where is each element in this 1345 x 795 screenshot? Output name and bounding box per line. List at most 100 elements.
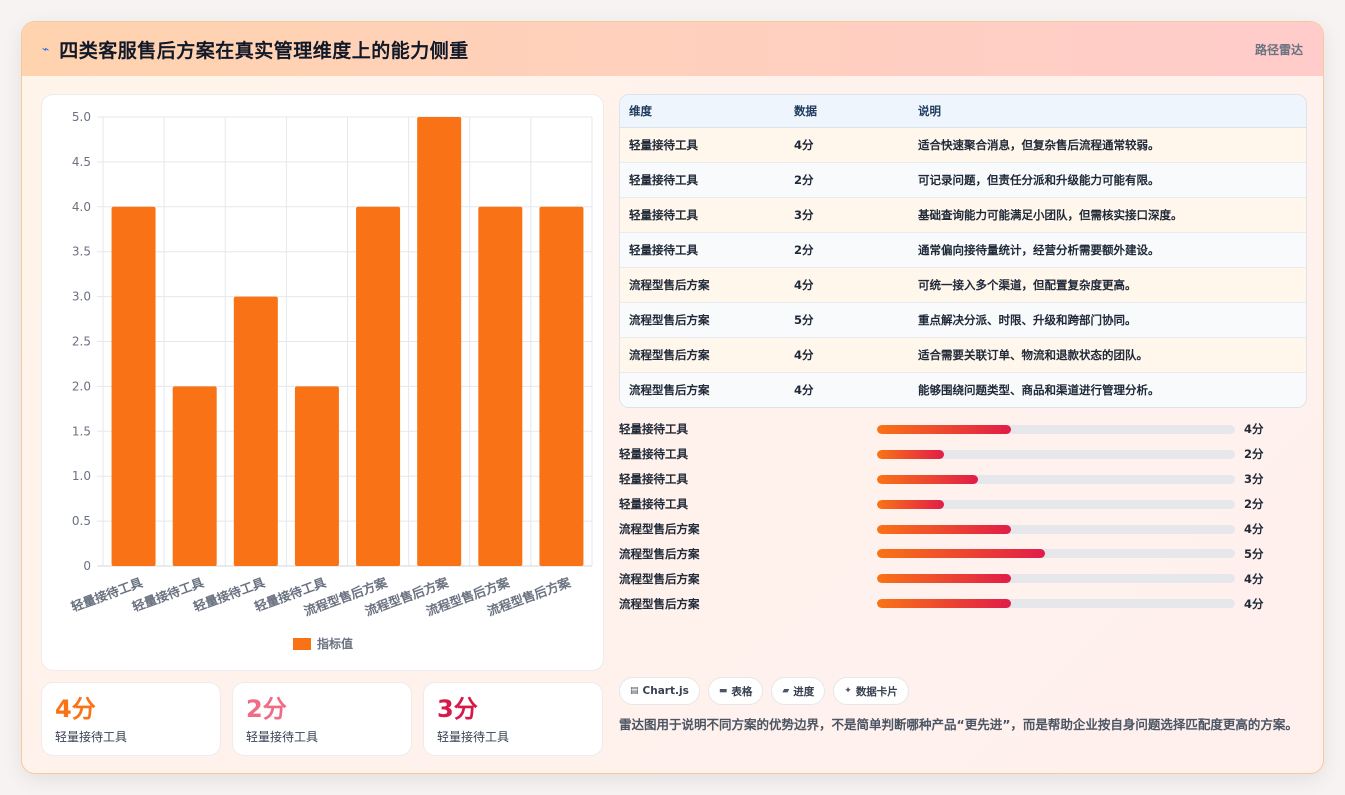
progress-label: 轻量接待工具 (619, 422, 688, 437)
tag-label: 数据卡片 (855, 685, 898, 698)
stat-card: 2分 轻量接待工具 (232, 682, 412, 756)
description-note: 雷达图用于说明不同方案的优势边界，不是简单判断哪种产品“更先进”，而是帮助企业按… (619, 717, 1298, 732)
progress-row: 轻量接待工具 4分 (619, 417, 1307, 442)
progress-row: 轻量接待工具 3分 (619, 467, 1307, 492)
stat-label: 轻量接待工具 (246, 730, 319, 744)
cell-data: 4分 (794, 137, 814, 152)
table-row: 轻量接待工具 4分 适合快速聚合消息，但复杂售后流程通常较弱。 (620, 127, 1306, 162)
tag-list: ▤ Chart.js ▬ 表格 ▰ 进度 ✦ 数据卡片 (619, 677, 909, 705)
bar-chart: 00.51.01.52.02.53.03.54.04.55.0轻量接待工具轻量接… (69, 110, 593, 651)
progress-value: 4分 (1244, 422, 1264, 437)
cell-data: 4分 (794, 277, 814, 292)
legend-label: 指标值 (317, 636, 353, 651)
header-bar: ⌁ 四类客服售后方案在真实管理维度上的能力侧重 路径雷达 (22, 22, 1323, 76)
y-tick-label: 4.0 (72, 200, 91, 214)
progress-label: 流程型售后方案 (619, 522, 700, 536)
cell-dimension: 轻量接待工具 (629, 137, 698, 152)
header-badge: 路径雷达 (1254, 42, 1303, 57)
cell-data: 2分 (794, 242, 814, 257)
cell-dimension: 流程型售后方案 (629, 347, 710, 362)
bar (478, 206, 523, 567)
cell-data: 5分 (794, 312, 814, 327)
cell-data: 4分 (794, 382, 814, 397)
stat-value: 4分 (55, 695, 96, 723)
progress-track (877, 549, 1235, 559)
progress-fill (877, 524, 1012, 534)
pulse-icon: ⌁ (42, 42, 50, 56)
card-icon: ✦ (844, 686, 852, 696)
cell-description: 可记录问题，但责任分派和升级能力可能有限。 (918, 172, 1160, 187)
bar (111, 206, 156, 567)
bar (356, 206, 401, 567)
bar (539, 206, 584, 567)
cell-description: 通常偏向接待量统计，经营分析需要额外建设。 (918, 242, 1160, 257)
data-table-panel: 维度 数据 说明 轻量接待工具 4分 适合快速聚合消息，但复杂售后流程通常较弱。 轻量… (619, 94, 1307, 408)
tag-chip[interactable]: ▬ 表格 (707, 677, 764, 705)
tag-chip[interactable]: ▤ Chart.js (619, 677, 700, 705)
progress-value: 3分 (1244, 472, 1264, 487)
bar (233, 296, 278, 566)
cell-description: 重点解决分派、时限、升级和跨部门协同。 (918, 312, 1137, 327)
progress-track (877, 524, 1235, 534)
table-header-description: 说明 (909, 95, 1306, 128)
cell-data: 2分 (794, 172, 814, 187)
progress-fill (877, 499, 945, 509)
progress-value: 4分 (1244, 571, 1264, 586)
tag-chip[interactable]: ✦ 数据卡片 (833, 677, 909, 705)
table-row: 轻量接待工具 2分 可记录问题，但责任分派和升级能力可能有限。 (620, 162, 1306, 197)
progress-row: 流程型售后方案 5分 (619, 541, 1307, 566)
progress-row: 流程型售后方案 4分 (619, 517, 1307, 542)
table-header-data: 数据 (785, 95, 909, 128)
progress-row: 轻量接待工具 2分 (619, 492, 1307, 517)
progress-fill (877, 449, 945, 459)
y-tick-label: 4.5 (72, 155, 91, 169)
progress-track (877, 574, 1235, 584)
page-title: 四类客服售后方案在真实管理维度上的能力侧重 (59, 39, 469, 62)
progress-fill (877, 599, 1012, 609)
progress-row: 流程型售后方案 4分 (619, 591, 1307, 616)
chart-icon: ▤ (630, 686, 639, 696)
table-row: 流程型售后方案 4分 能够围绕问题类型、商品和渠道进行管理分析。 (620, 372, 1306, 407)
table-header-dimension: 维度 (620, 95, 785, 128)
cell-data: 4分 (794, 347, 814, 362)
table-row: 流程型售后方案 4分 适合需要关联订单、物流和退款状态的团队。 (620, 337, 1306, 372)
data-table: 维度 数据 说明 轻量接待工具 4分 适合快速聚合消息，但复杂售后流程通常较弱。 轻量… (620, 95, 1306, 407)
y-tick-label: 5.0 (72, 110, 91, 124)
tag-label: 进度 (793, 685, 815, 698)
progress-label: 流程型售后方案 (619, 596, 700, 611)
cell-dimension: 流程型售后方案 (629, 277, 710, 292)
progress-fill (877, 474, 978, 484)
dashboard-card: ⌁ 四类客服售后方案在真实管理维度上的能力侧重 路径雷达 0 0.5 1.0 1.5 2… (21, 21, 1324, 774)
cell-description: 适合快速聚合消息，但复杂售后流程通常较弱。 (918, 137, 1160, 152)
progress-label: 流程型售后方案 (619, 571, 700, 586)
cell-description: 能够围绕问题类型、商品和渠道进行管理分析。 (918, 382, 1160, 397)
table-header-row: 维度 数据 说明 (620, 95, 1306, 128)
progress-track (877, 599, 1235, 609)
y-tick-label: 2.5 (72, 335, 91, 349)
progress-label: 轻量接待工具 (619, 497, 688, 512)
bar (294, 386, 339, 566)
cell-description: 可统一接入多个渠道，但配置复杂度更高。 (918, 277, 1137, 292)
y-tick-label: 2.0 (72, 379, 91, 393)
progress-fill (877, 424, 1012, 434)
progress-track (877, 499, 1235, 509)
cell-dimension: 流程型售后方案 (629, 312, 710, 327)
progress-value: 5分 (1244, 546, 1264, 561)
bar (172, 386, 217, 566)
progress-fill (877, 574, 1012, 584)
stat-card: 4分 轻量接待工具 (41, 682, 221, 756)
y-tick-label: 3.0 (72, 290, 91, 304)
progress-label: 轻量接待工具 (619, 472, 688, 487)
progress-fill (877, 549, 1045, 559)
y-tick-label: 3.5 (72, 245, 91, 259)
table-row: 轻量接待工具 2分 通常偏向接待量统计，经营分析需要额外建设。 (620, 232, 1306, 267)
table-icon: ▬ (718, 686, 728, 696)
stat-label: 轻量接待工具 (55, 730, 128, 744)
progress-value: 2分 (1244, 497, 1264, 512)
legend-swatch (293, 638, 311, 650)
tag-chip[interactable]: ▰ 进度 (771, 677, 826, 705)
cell-description: 基础查询能力可能满足小团队，但需核实接口深度。 (918, 207, 1183, 222)
stat-card: 3分 轻量接待工具 (423, 682, 603, 756)
progress-value: 2分 (1244, 447, 1264, 462)
progress-value: 4分 (1244, 596, 1264, 611)
